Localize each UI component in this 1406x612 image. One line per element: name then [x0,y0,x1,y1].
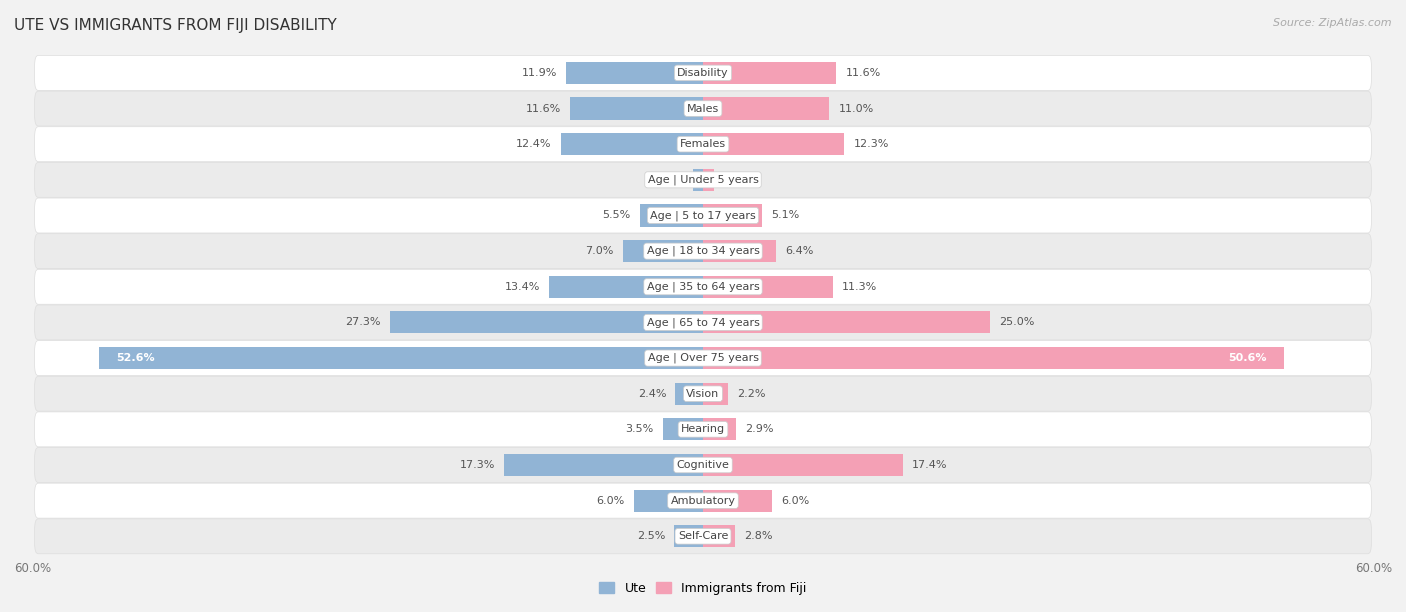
Text: Cognitive: Cognitive [676,460,730,470]
FancyBboxPatch shape [35,234,1371,269]
Text: 11.3%: 11.3% [842,282,877,292]
Bar [98,347,703,369]
Text: 2.8%: 2.8% [744,531,773,541]
Text: 6.0%: 6.0% [782,496,810,506]
Text: 27.3%: 27.3% [344,318,381,327]
Text: 6.0%: 6.0% [596,496,624,506]
Text: 60.0%: 60.0% [14,562,51,575]
Text: 2.4%: 2.4% [638,389,666,399]
Text: 60.0%: 60.0% [1355,562,1392,575]
Text: 50.6%: 50.6% [1229,353,1267,363]
FancyBboxPatch shape [35,198,1371,233]
Text: 52.6%: 52.6% [117,353,155,363]
Bar [703,169,714,191]
Legend: Ute, Immigrants from Fiji: Ute, Immigrants from Fiji [595,577,811,600]
Bar [550,276,703,298]
FancyBboxPatch shape [35,412,1371,447]
Bar [505,454,703,476]
Text: 11.0%: 11.0% [838,103,873,114]
Text: 17.4%: 17.4% [912,460,948,470]
FancyBboxPatch shape [35,91,1371,126]
Bar [703,97,830,119]
Bar [675,382,703,405]
Text: 12.4%: 12.4% [516,139,551,149]
Text: 12.3%: 12.3% [853,139,889,149]
Text: 2.9%: 2.9% [745,424,773,435]
Text: 0.86%: 0.86% [648,175,683,185]
Bar [703,62,837,84]
Text: 17.3%: 17.3% [460,460,495,470]
Text: Age | Under 5 years: Age | Under 5 years [648,174,758,185]
Bar [561,133,703,155]
Text: 3.5%: 3.5% [626,424,654,435]
FancyBboxPatch shape [35,519,1371,554]
FancyBboxPatch shape [35,305,1371,340]
Bar [662,419,703,441]
Text: 5.1%: 5.1% [770,211,799,220]
Bar [693,169,703,191]
Bar [703,240,776,262]
Bar [623,240,703,262]
Text: Age | 18 to 34 years: Age | 18 to 34 years [647,246,759,256]
Text: Age | 5 to 17 years: Age | 5 to 17 years [650,211,756,221]
Text: Females: Females [681,139,725,149]
FancyBboxPatch shape [35,162,1371,197]
Bar [703,525,735,547]
Bar [634,490,703,512]
Bar [567,62,703,84]
Text: Source: ZipAtlas.com: Source: ZipAtlas.com [1274,18,1392,28]
Text: Disability: Disability [678,68,728,78]
Bar [703,347,1284,369]
FancyBboxPatch shape [35,56,1371,91]
Bar [703,382,728,405]
Text: 5.5%: 5.5% [602,211,631,220]
Bar [703,133,844,155]
Text: 6.4%: 6.4% [786,246,814,256]
Text: Hearing: Hearing [681,424,725,435]
Bar [703,204,762,226]
Text: Vision: Vision [686,389,720,399]
Text: UTE VS IMMIGRANTS FROM FIJI DISABILITY: UTE VS IMMIGRANTS FROM FIJI DISABILITY [14,18,337,34]
Text: 7.0%: 7.0% [585,246,613,256]
Bar [389,312,703,334]
Bar [703,312,990,334]
Text: Self-Care: Self-Care [678,531,728,541]
Text: 11.6%: 11.6% [526,103,561,114]
FancyBboxPatch shape [35,127,1371,162]
Text: Age | Over 75 years: Age | Over 75 years [648,353,758,364]
Text: 2.5%: 2.5% [637,531,665,541]
Text: 11.6%: 11.6% [845,68,880,78]
Text: 13.4%: 13.4% [505,282,540,292]
FancyBboxPatch shape [35,341,1371,376]
FancyBboxPatch shape [35,447,1371,482]
Text: 2.2%: 2.2% [738,389,766,399]
Text: 11.9%: 11.9% [522,68,557,78]
Bar [640,204,703,226]
Bar [703,454,903,476]
Text: Age | 35 to 64 years: Age | 35 to 64 years [647,282,759,292]
Text: 25.0%: 25.0% [1000,318,1035,327]
Bar [675,525,703,547]
Bar [703,276,832,298]
FancyBboxPatch shape [35,376,1371,411]
Bar [703,490,772,512]
FancyBboxPatch shape [35,269,1371,304]
Bar [569,97,703,119]
Text: Males: Males [688,103,718,114]
Text: Ambulatory: Ambulatory [671,496,735,506]
FancyBboxPatch shape [35,483,1371,518]
Text: Age | 65 to 74 years: Age | 65 to 74 years [647,317,759,327]
Bar [703,419,737,441]
Text: 0.92%: 0.92% [723,175,758,185]
